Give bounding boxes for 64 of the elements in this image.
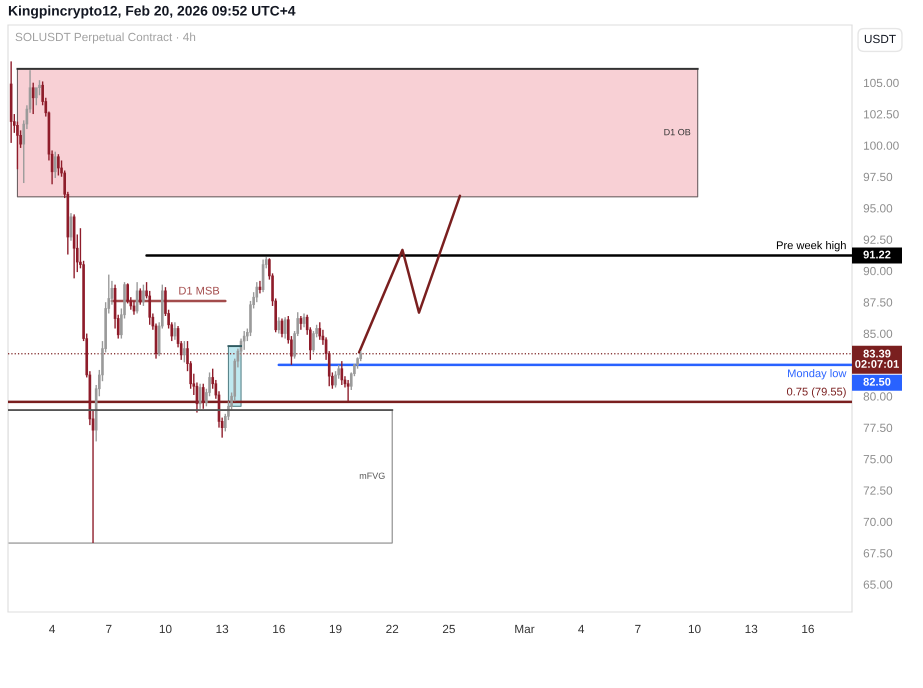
data-label: 82.50 [863, 378, 890, 386]
data-label: 91.22 [863, 250, 890, 259]
y-tick-label: 70.00 [864, 518, 892, 526]
x-tick-label: 7 [635, 624, 641, 634]
y-tick-label: 102.50 [864, 110, 899, 118]
y-tick-label: 77.50 [864, 424, 892, 432]
x-tick-label: 4 [49, 624, 56, 634]
candlestick [136, 281, 138, 314]
candlestick [198, 383, 202, 410]
candlestick [138, 288, 142, 306]
candlestick [70, 212, 72, 242]
y-tick-label: 80.00 [864, 392, 892, 401]
series-label: D1 MSB [179, 286, 220, 295]
candlestick [174, 322, 176, 341]
x-tick-label: 16 [273, 624, 285, 634]
candlestick [340, 360, 344, 386]
candlestick [132, 300, 136, 316]
text: mFVG [360, 472, 385, 479]
candlestick [284, 316, 286, 340]
candlestick [54, 150, 57, 179]
candlestick [346, 379, 350, 402]
candlestick [302, 312, 306, 328]
x-tick-label: Mar [515, 624, 534, 634]
candlestick [183, 340, 186, 364]
y-tick-label: 90.00 [864, 266, 892, 276]
candlestick [280, 318, 284, 338]
candlestick [57, 153, 60, 176]
candlestick [38, 79, 41, 96]
candlestick [258, 280, 262, 294]
y-tick-label: 97.50 [864, 172, 892, 182]
y-tick-label: 95.00 [864, 204, 892, 213]
ref-line-label: 0.75 (79.55) [786, 387, 846, 398]
y-tick-label: 92.50 [864, 236, 892, 244]
y-tick-label: 105.00 [864, 78, 899, 88]
candlestick [202, 383, 205, 410]
chart-title: Kingpincrypto12, Feb 20, 2026 09:52 UTC+4 [8, 5, 296, 19]
y-tick-label: 67.50 [864, 549, 892, 558]
candlestick [300, 315, 302, 330]
candlestick [32, 82, 35, 115]
y-tick-label: 65.00 [864, 580, 892, 589]
x-tick-label: 13 [746, 624, 758, 634]
x-tick-label: 19 [330, 624, 342, 634]
ref-line-label: 83.39 02:07:01 [855, 350, 899, 368]
y-axis-title: USDT [864, 34, 896, 44]
x-tick-label: 25 [442, 624, 455, 634]
series-label: Monday low [788, 369, 846, 380]
y-tick-label: 85.00 [864, 330, 892, 338]
candlestick [318, 322, 322, 341]
x-tick-label: 4 [578, 624, 584, 634]
text: SOLUSDT Perpetual Contract · 4h [16, 32, 196, 44]
y-tick-label: 75.00 [864, 455, 892, 464]
x-tick-label: 10 [160, 624, 172, 634]
y-tick-label: 100.00 [864, 141, 899, 150]
x-tick-label: 22 [386, 624, 398, 634]
candlestick [142, 284, 145, 307]
candlestick [278, 316, 280, 334]
text: D1 OB [664, 128, 690, 136]
y-tick-label: 87.50 [864, 298, 892, 307]
x-tick-label: 10 [688, 624, 701, 634]
series-label: Pre week high [776, 241, 846, 252]
x-tick-label: 16 [802, 624, 814, 634]
x-tick-label: 7 [106, 624, 112, 634]
y-tick-label: 72.50 [864, 486, 892, 495]
x-tick-label: 13 [216, 624, 228, 634]
